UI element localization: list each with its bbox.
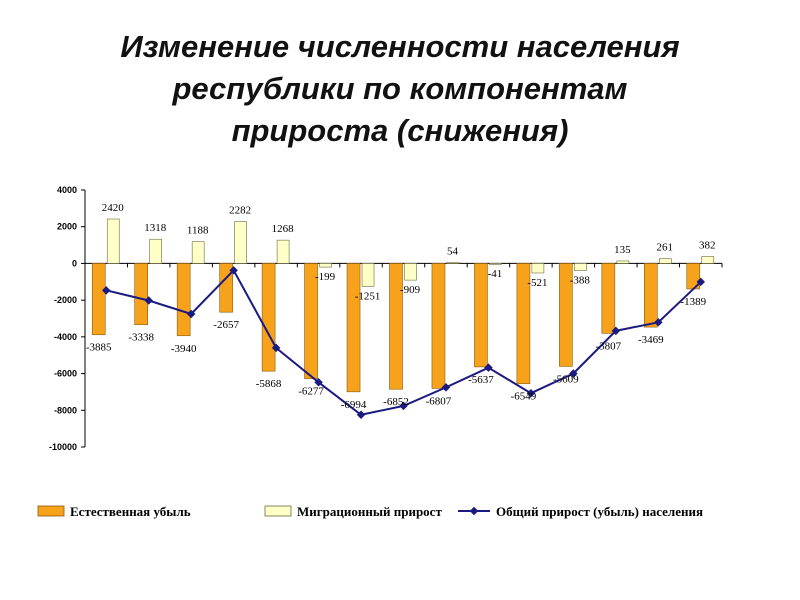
legend-label-0: Естественная убыль [70, 504, 191, 519]
bar-natural [643, 263, 658, 328]
label-migration: -199 [315, 271, 336, 283]
total-line-marker [229, 266, 238, 275]
label-migration: 1188 [187, 225, 209, 237]
y-tick-label: -4000 [54, 332, 77, 342]
y-tick-label: 2000 [57, 222, 77, 232]
bar-natural [346, 263, 361, 393]
title-line-1: Изменение численности населения [120, 29, 680, 64]
bar-migration [149, 238, 162, 264]
series-natural-bars [91, 263, 701, 393]
label-migration: -1251 [355, 290, 381, 302]
label-natural: -5637 [468, 374, 494, 386]
bar-natural [134, 263, 148, 326]
label-natural: -6994 [341, 399, 367, 411]
label-natural: -1389 [680, 296, 706, 308]
total-line-marker [441, 383, 451, 392]
label-migration: 261 [657, 242, 674, 254]
y-tick-label: -2000 [54, 295, 77, 305]
bar-migration [658, 258, 672, 264]
title-line-3: прироста (снижения) [231, 113, 569, 148]
label-migration: 2420 [102, 202, 125, 214]
label-migration: -521 [527, 277, 547, 289]
bar-migration [616, 260, 630, 264]
total-line-marker [356, 410, 366, 420]
legend-swatch-0 [37, 505, 65, 517]
label-migration: 2282 [229, 205, 251, 217]
axes: 4000 2000 0 -2000 -4000 -6000 -8000 -10000 [49, 185, 723, 452]
legend: Естественная убыль Миграционный прирост Об… [37, 504, 703, 519]
label-natural: -6277 [298, 386, 324, 398]
bar-natural [176, 263, 191, 337]
bar-migration [489, 263, 502, 265]
label-migration: -388 [570, 275, 591, 287]
bar-migration [319, 263, 332, 268]
total-line-marker [611, 326, 621, 336]
bar-natural [304, 263, 318, 379]
label-migration: 1268 [272, 223, 295, 235]
bar-migration [446, 262, 460, 264]
bar-natural [601, 263, 616, 334]
total-line-marker [101, 286, 111, 295]
total-line-marker [569, 369, 578, 378]
bar-natural [559, 263, 573, 367]
label-natural: -3885 [86, 342, 112, 354]
label-natural: -3469 [638, 334, 664, 346]
total-line-marker [144, 296, 153, 305]
label-migration: 54 [447, 245, 459, 257]
label-natural: -3338 [128, 332, 154, 344]
total-line-marker [484, 363, 493, 372]
legend-marker-2 [469, 506, 479, 516]
total-line-marker [314, 378, 323, 387]
total-line-marker [696, 277, 706, 287]
total-line-marker [271, 343, 281, 353]
y-tick-label: 4000 [57, 185, 77, 195]
label-natural: -6852 [383, 396, 409, 408]
bar-natural [431, 263, 446, 389]
label-natural: -2657 [213, 319, 239, 331]
total-line-marker [654, 318, 663, 327]
legend-swatch-1 [264, 505, 292, 517]
bar-natural [389, 263, 403, 390]
bar-migration [191, 241, 205, 264]
label-migration: 135 [614, 244, 631, 256]
bar-migration [276, 239, 290, 264]
bar-natural [91, 263, 106, 336]
bar-migration [531, 263, 545, 274]
total-line-marker [399, 401, 408, 411]
bar-migration [234, 221, 247, 264]
bar-migration [701, 256, 715, 264]
label-natural: -6807 [426, 395, 452, 407]
total-line-marker [526, 388, 536, 398]
label-natural: -5609 [553, 373, 579, 385]
label-natural: -3940 [171, 343, 197, 355]
bar-migration [361, 263, 375, 287]
total-line-marker [186, 309, 196, 319]
label-natural: -6549 [511, 391, 537, 403]
bar-natural [516, 263, 531, 384]
bar-migration [404, 263, 417, 281]
legend-label-2: Общий прирост (убыль) населения [496, 504, 703, 519]
legend-label-1: Миграционный прирост [297, 504, 442, 519]
bar-natural [474, 263, 488, 368]
label-migration: -41 [488, 268, 503, 280]
y-tick-label: 0 [72, 258, 77, 268]
label-migration: 382 [699, 239, 716, 251]
bar-migration [574, 263, 587, 271]
y-tick-label: -8000 [54, 405, 77, 415]
y-tick-label: -10000 [49, 442, 77, 452]
series-migration-bars [106, 218, 715, 287]
y-tick-label: -6000 [54, 369, 77, 379]
label-natural: -3807 [595, 340, 621, 352]
bar-migration [106, 218, 120, 264]
series-total-line [101, 266, 706, 420]
data-labels: -3885 2420 -3338 1318 -3940 1188 -2657 2282 -586… [86, 202, 716, 411]
label-migration: 1318 [144, 222, 167, 234]
slide-title: Изменение численности населения республи… [0, 26, 800, 152]
label-migration: -909 [400, 284, 421, 296]
bar-natural [261, 263, 276, 372]
label-natural: -5868 [256, 378, 282, 390]
title-line-2: республики по компонентам [172, 71, 628, 106]
